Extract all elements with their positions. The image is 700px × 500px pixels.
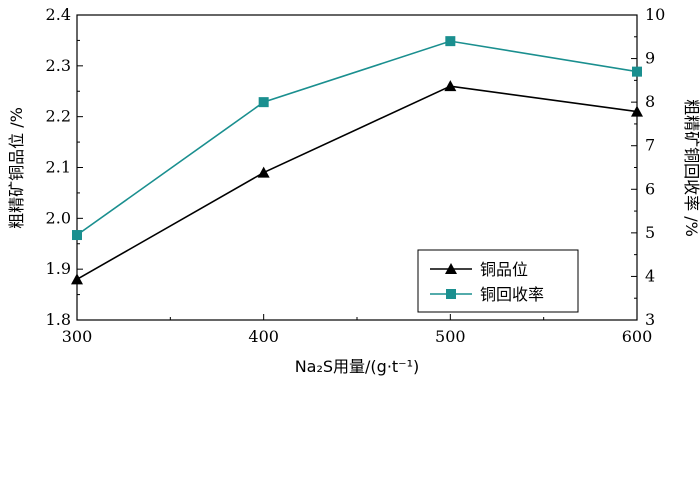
left-axis: 1.8 1.9 2.0 2.1 2.2 2.3 2.4 — [46, 5, 83, 329]
series-1-point-2 — [445, 36, 456, 47]
legend: 铜品位 铜回收率 — [417, 249, 579, 313]
left-tick-label-4: 2.2 — [46, 107, 71, 126]
series-line-1 — [76, 40, 638, 236]
legend-triangle-marker — [445, 263, 457, 274]
x-tick-label-3: 600 — [622, 327, 653, 346]
right-tick-label-4: 7 — [645, 136, 655, 155]
left-tick-label-0: 1.8 — [46, 310, 71, 329]
right-axis-label: 粗精矿铜回收率 /% — [682, 99, 700, 237]
series-line-0 — [76, 85, 638, 281]
series-1-point-0 — [72, 230, 82, 241]
legend-label-grade: 铜品位 — [480, 260, 528, 279]
right-tick-label-0: 3 — [645, 310, 655, 329]
legend-box — [417, 249, 579, 313]
series-layer — [71, 36, 643, 285]
x-tick-label-2: 500 — [435, 327, 466, 346]
series-0-point-3 — [631, 105, 643, 117]
left-axis-label: 粗精矿铜品位 /% — [7, 107, 26, 229]
right-tick-label-5: 8 — [645, 92, 655, 111]
right-axis: 3 4 5 6 7 8 9 10 — [631, 5, 665, 329]
right-tick-label-1: 4 — [645, 266, 655, 285]
left-tick-label-2: 2.0 — [46, 208, 71, 227]
x-tick-label-0: 300 — [62, 327, 93, 346]
series-1-point-1 — [258, 97, 269, 108]
left-tick-label-6: 2.4 — [46, 5, 71, 24]
legend-label-recovery: 铜回收率 — [480, 285, 544, 304]
right-tick-label-3: 6 — [645, 179, 655, 198]
right-tick-label-6: 9 — [645, 49, 655, 68]
left-tick-label-3: 2.1 — [46, 158, 71, 177]
x-tick-label-1: 400 — [248, 327, 279, 346]
legend-square-marker — [446, 289, 456, 299]
series-0-point-2 — [444, 80, 457, 92]
left-tick-label-1: 1.9 — [46, 259, 71, 278]
right-tick-label-7: 10 — [645, 5, 665, 24]
x-axis-label: Na₂S用量/(g·t⁻¹) — [295, 357, 420, 376]
x-axis: 300 400 500 600 — [62, 314, 653, 346]
left-tick-label-5: 2.3 — [46, 56, 71, 75]
series-0-point-0 — [71, 273, 83, 285]
series-0-point-1 — [257, 166, 270, 178]
right-tick-label-2: 5 — [645, 223, 655, 242]
series-1-point-3 — [632, 66, 642, 77]
